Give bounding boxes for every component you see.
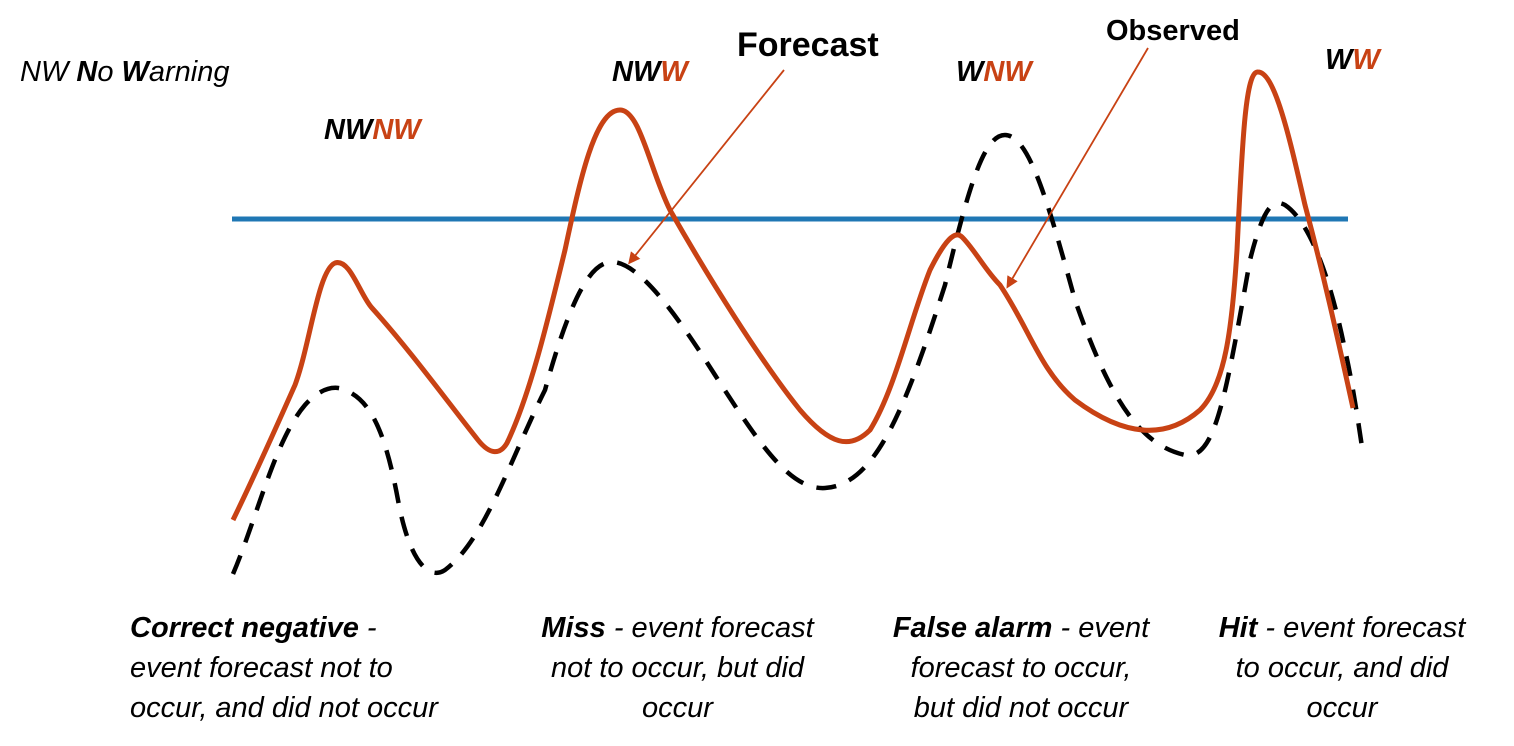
term-separator: - event — [1052, 612, 1150, 644]
legend-w: W — [121, 56, 149, 88]
legend-arning: arning — [148, 56, 230, 88]
description-line: not to occur, but did — [550, 652, 805, 684]
forecast-label: Forecast — [737, 26, 879, 64]
legend-o: o — [97, 56, 122, 88]
legend-abbr: NW — [20, 56, 77, 88]
description-line: occur — [1306, 692, 1378, 724]
code-observed-part: NW — [372, 114, 421, 146]
code-observed-part: W — [660, 56, 688, 88]
description-correct-negative: Correct negative - event forecast not to… — [130, 608, 500, 728]
code-observed-part: W — [1352, 44, 1380, 76]
code-forecast-part: NW — [612, 56, 661, 88]
code-forecast-part: W — [1325, 44, 1353, 76]
code-nwnw: NWNW — [324, 114, 421, 147]
term-separator: - — [358, 612, 377, 644]
code-wnw: WNW — [956, 56, 1032, 89]
code-ww: WW — [1325, 44, 1380, 77]
description-line: event forecast not to — [130, 652, 393, 684]
code-forecast-part: NW — [324, 114, 373, 146]
code-forecast-part: W — [956, 56, 984, 88]
description-line: forecast to occur, — [910, 652, 1132, 684]
description-hit: Hit - event forecast to occur, and did o… — [1192, 608, 1492, 728]
legend-no-warning: NW No Warning — [20, 56, 230, 89]
legend-n: N — [76, 56, 98, 88]
description-false-alarm: False alarm - event forecast to occur, b… — [862, 608, 1180, 728]
code-nww: NWW — [612, 56, 688, 89]
observed-curve — [230, 132, 1365, 576]
term-separator: - event forecast — [1257, 612, 1466, 644]
term-correct-negative: Correct negative — [130, 612, 359, 644]
term-hit: Hit — [1218, 612, 1258, 644]
term-separator: - event forecast — [605, 612, 814, 644]
observed-arrow — [1006, 47, 1149, 289]
code-observed-part: NW — [983, 56, 1032, 88]
description-line: to occur, and did — [1235, 652, 1449, 684]
term-false-alarm: False alarm — [892, 612, 1053, 644]
observed-label: Observed — [1106, 15, 1240, 47]
description-line: but did not occur — [913, 692, 1129, 724]
description-line: occur, and did not occur — [130, 692, 438, 724]
term-miss: Miss — [541, 612, 606, 644]
description-miss: Miss - event forecast not to occur, but … — [505, 608, 850, 728]
forecast-curve — [230, 69, 1356, 522]
description-line: occur — [642, 692, 713, 724]
forecast-arrow — [628, 69, 785, 265]
